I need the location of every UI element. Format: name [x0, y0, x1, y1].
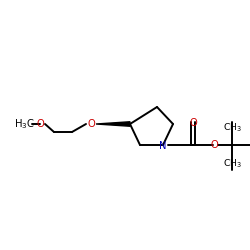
- Text: O: O: [87, 119, 95, 129]
- Polygon shape: [96, 122, 130, 126]
- Text: H$_3$C: H$_3$C: [14, 117, 35, 131]
- Text: O: O: [210, 140, 218, 150]
- Text: CH$_3$: CH$_3$: [224, 122, 242, 134]
- Text: N: N: [159, 141, 167, 151]
- Text: O: O: [36, 119, 44, 129]
- Text: O: O: [189, 118, 197, 128]
- Text: CH$_3$: CH$_3$: [224, 158, 242, 170]
